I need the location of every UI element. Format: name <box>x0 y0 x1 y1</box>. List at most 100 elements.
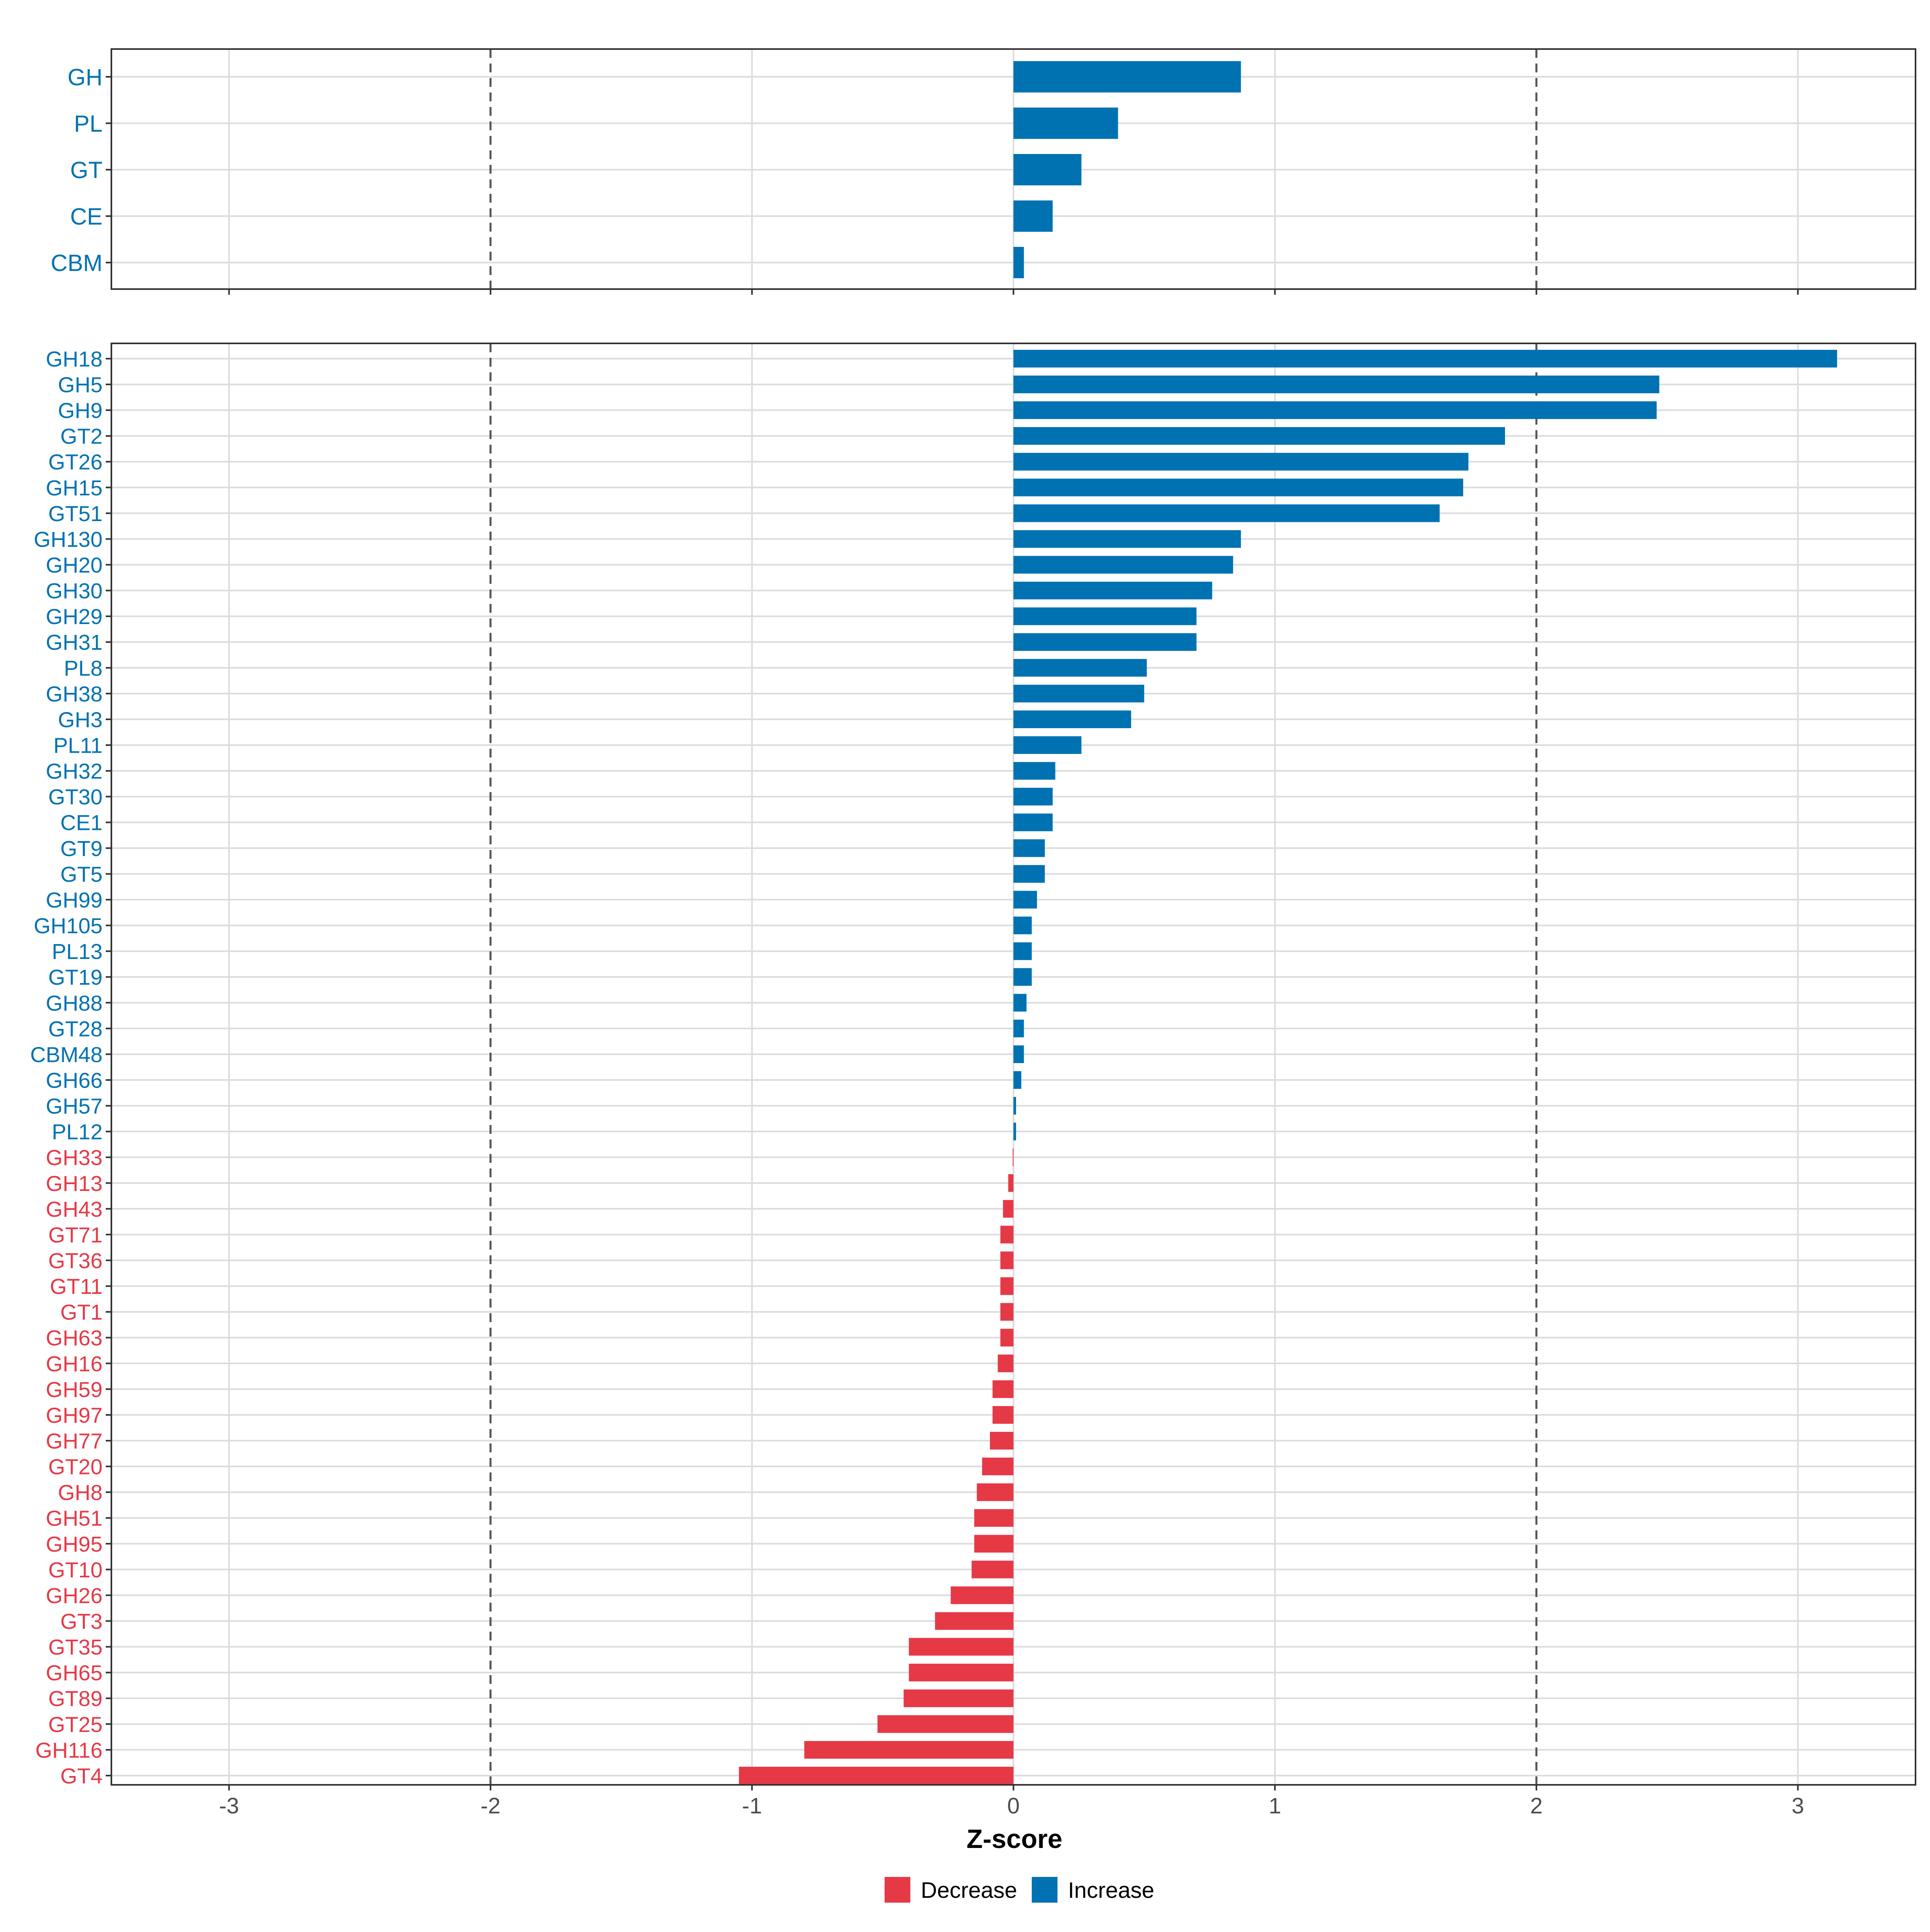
y-label-GH57: GH57 <box>46 1094 103 1119</box>
bar-GH88 <box>1013 994 1027 1012</box>
y-label-GH77: GH77 <box>46 1429 103 1453</box>
y-label-GT19: GT19 <box>48 965 103 990</box>
bar-GH8 <box>977 1483 1014 1501</box>
y-label-GH43: GH43 <box>46 1197 103 1222</box>
y-label-GH88: GH88 <box>46 991 103 1015</box>
y-label-GH105: GH105 <box>34 914 103 938</box>
bar-GT4 <box>739 1767 1014 1784</box>
bar-PL8 <box>1013 659 1147 677</box>
bar-GT <box>1013 154 1082 185</box>
bar-GH38 <box>1013 684 1144 702</box>
bar-CBM48 <box>1013 1045 1024 1063</box>
bar-GT2 <box>1013 427 1505 445</box>
y-label-GT36: GT36 <box>48 1249 103 1273</box>
bar-GT20 <box>982 1458 1014 1476</box>
bottom-panel: GH18GH5GH9GT2GT26GH15GT51GH130GH20GH30GH… <box>30 343 1916 1790</box>
x-axis: -3 -2 -1 0 1 2 3 <box>219 1793 1804 1818</box>
y-label-GT26: GT26 <box>48 450 103 474</box>
y-label-PL: PL <box>74 111 103 137</box>
bar-CBM <box>1013 247 1024 278</box>
top-panel-frame <box>111 48 1916 290</box>
bar-GH16 <box>998 1354 1014 1372</box>
y-label-GT35: GT35 <box>48 1635 103 1659</box>
y-label-GH18: GH18 <box>46 347 103 371</box>
legend-swatch-increase <box>1032 1877 1057 1903</box>
bar-GH31 <box>1013 633 1197 651</box>
y-label-GT25: GT25 <box>48 1712 103 1737</box>
y-label-CE1: CE1 <box>60 811 103 835</box>
bar-GH65 <box>909 1663 1014 1682</box>
bar-GH116 <box>804 1741 1014 1759</box>
legend: Decrease Increase <box>885 1877 1154 1903</box>
bar-PL13 <box>1013 942 1032 960</box>
bar-GH13 <box>1008 1174 1014 1192</box>
bar-GH26 <box>951 1586 1014 1604</box>
bar-GH63 <box>1000 1328 1014 1347</box>
y-label-GH30: GH30 <box>46 579 103 603</box>
bar-CE <box>1013 200 1053 232</box>
y-label-GH97: GH97 <box>46 1403 103 1427</box>
y-label-GH29: GH29 <box>46 605 103 629</box>
bar-GT9 <box>1013 839 1045 857</box>
bar-CE1 <box>1013 813 1053 832</box>
y-label-GH5: GH5 <box>58 373 103 397</box>
y-label-GH99: GH99 <box>46 888 103 912</box>
y-label-GH32: GH32 <box>46 760 103 784</box>
x-tick-label: -3 <box>219 1793 239 1818</box>
bottom-panel-frame <box>111 343 1916 1786</box>
bar-GH105 <box>1013 916 1032 934</box>
bar-GH15 <box>1013 478 1463 497</box>
y-label-GH15: GH15 <box>46 476 103 500</box>
y-label-CE: CE <box>70 203 103 230</box>
y-label-GT11: GT11 <box>50 1275 103 1299</box>
y-label-GH3: GH3 <box>58 708 103 732</box>
bar-PL12 <box>1013 1123 1016 1141</box>
y-label-CBM48: CBM48 <box>30 1043 103 1067</box>
x-tick-label: -1 <box>742 1793 762 1818</box>
bar-GH5 <box>1013 376 1659 394</box>
bar-GT25 <box>877 1715 1014 1733</box>
bar-GH30 <box>1013 581 1212 600</box>
bar-GH29 <box>1013 607 1197 625</box>
bar-GH77 <box>990 1432 1014 1450</box>
bar-GT11 <box>1000 1277 1014 1295</box>
y-label-GT10: GT10 <box>48 1558 103 1582</box>
bar-GT35 <box>909 1638 1014 1656</box>
y-label-GT1: GT1 <box>60 1300 103 1324</box>
y-label-GH16: GH16 <box>46 1352 103 1376</box>
bar-GH57 <box>1013 1097 1016 1115</box>
y-label-GH9: GH9 <box>58 399 103 423</box>
y-label-GH13: GH13 <box>46 1172 103 1196</box>
y-label-GH33: GH33 <box>46 1146 103 1170</box>
y-label-GT71: GT71 <box>48 1223 103 1247</box>
bar-GT51 <box>1013 504 1440 522</box>
y-label-GT30: GT30 <box>48 785 103 809</box>
top-panel: GH PL GT CE CBM <box>51 48 1916 295</box>
bar-GH59 <box>992 1380 1014 1398</box>
bar-GT36 <box>1000 1251 1014 1269</box>
y-label-GH63: GH63 <box>46 1326 103 1350</box>
bar-GH66 <box>1013 1071 1022 1089</box>
bar-GH18 <box>1013 350 1837 368</box>
y-label-GT: GT <box>70 157 103 183</box>
y-label-GT51: GT51 <box>48 502 103 526</box>
y-label-GT2: GT2 <box>60 425 103 449</box>
bar-GH51 <box>974 1509 1014 1527</box>
x-tick-label: 1 <box>1269 1793 1281 1818</box>
y-label-GT3: GT3 <box>60 1610 103 1634</box>
bar-GT5 <box>1013 865 1045 883</box>
legend-label-decrease: Decrease <box>921 1877 1017 1903</box>
y-label-GH: GH <box>68 64 103 90</box>
bar-GH3 <box>1013 710 1131 729</box>
bar-GT3 <box>935 1612 1014 1630</box>
y-label-GH59: GH59 <box>46 1378 103 1402</box>
bar-GT10 <box>971 1560 1014 1579</box>
bar-GH97 <box>992 1406 1014 1424</box>
x-tick-label: -2 <box>480 1793 501 1818</box>
x-axis-title: Z-score <box>967 1824 1062 1854</box>
legend-label-increase: Increase <box>1068 1877 1154 1903</box>
y-label-PL8: PL8 <box>64 656 103 680</box>
y-label-PL13: PL13 <box>52 940 103 964</box>
bar-GT26 <box>1013 453 1469 471</box>
